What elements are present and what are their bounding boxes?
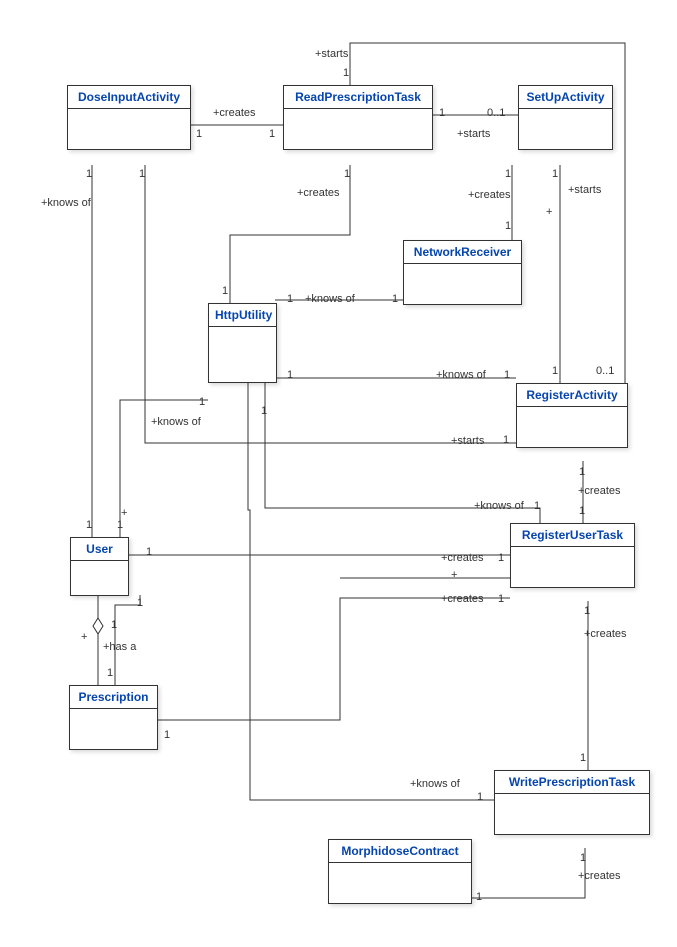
class-title: HttpUtility: [209, 304, 276, 327]
edge-label: +creates: [578, 485, 621, 497]
edge-label: +knows of: [151, 416, 201, 428]
edge-label: 1: [579, 505, 585, 517]
class-readprescriptiontask: ReadPrescriptionTask: [283, 85, 433, 150]
edge-label: 1: [344, 168, 350, 180]
edge-label: +creates: [578, 870, 621, 882]
edge-label: 1: [505, 220, 511, 232]
edge-label: +creates: [441, 552, 484, 564]
edge-label: +knows of: [41, 197, 91, 209]
edge-label: 1: [552, 168, 558, 180]
edge-label: +starts: [568, 184, 601, 196]
edge-label: 1: [392, 293, 398, 305]
class-writeprescriptiontask: WritePrescriptionTask: [494, 770, 650, 835]
edge-label: 1: [439, 107, 445, 119]
class-title: User: [71, 538, 128, 561]
edge-label: 1: [287, 293, 293, 305]
class-title: Prescription: [70, 686, 157, 709]
edge-label: +knows of: [436, 369, 486, 381]
edge-label: 1: [111, 619, 117, 631]
edge-label: 1: [534, 500, 540, 512]
edge-label: 1: [199, 396, 205, 408]
edge-label: +creates: [441, 593, 484, 605]
edge-label: +: [81, 631, 87, 643]
edge-label: +has a: [103, 641, 136, 653]
class-registeractivity: RegisterActivity: [516, 383, 628, 448]
edge-label: 1: [196, 128, 202, 140]
edge-label: +: [451, 569, 457, 581]
edge-label: 1: [498, 593, 504, 605]
edge-label: +creates: [213, 107, 256, 119]
edge-label: 1: [580, 852, 586, 864]
edge-label: +creates: [297, 187, 340, 199]
edge-label: 1: [261, 405, 267, 417]
edge-label: +starts: [451, 435, 484, 447]
edge-label: 1: [580, 752, 586, 764]
class-title: MorphidoseContract: [329, 840, 471, 863]
edge-label: +: [546, 206, 552, 218]
edge-label: 1: [477, 791, 483, 803]
edge-label: 1: [505, 168, 511, 180]
edge-label: 1: [164, 729, 170, 741]
edge-label: 1: [498, 552, 504, 564]
class-doseinputactivity: DoseInputActivity: [67, 85, 191, 150]
class-title: RegisterUserTask: [511, 524, 634, 547]
edge-label: +: [121, 507, 127, 519]
edge-label: 0..1: [487, 107, 505, 119]
edge-label: 1: [117, 519, 123, 531]
edge-label: +knows of: [305, 293, 355, 305]
edge-label: 1: [146, 546, 152, 558]
class-registerusertask: RegisterUserTask: [510, 523, 635, 588]
class-setupactivity: SetUpActivity: [518, 85, 613, 150]
edge-label: +knows of: [474, 500, 524, 512]
edge-label: 1: [503, 434, 509, 446]
class-title: NetworkReceiver: [404, 241, 521, 264]
class-prescription: Prescription: [69, 685, 158, 750]
edge-label: 1: [579, 466, 585, 478]
class-title: WritePrescriptionTask: [495, 771, 649, 794]
class-morphidosecontract: MorphidoseContract: [328, 839, 472, 904]
edge-label: 1: [287, 369, 293, 381]
edge-label: 1: [86, 168, 92, 180]
class-title: RegisterActivity: [517, 384, 627, 407]
edge-label: 1: [137, 597, 143, 609]
edge-label: 1: [86, 519, 92, 531]
edge-label: 1: [269, 128, 275, 140]
edge-label: 1: [222, 285, 228, 297]
class-title: ReadPrescriptionTask: [284, 86, 432, 109]
edge-label: 1: [504, 369, 510, 381]
class-networkreceiver: NetworkReceiver: [403, 240, 522, 305]
class-title: SetUpActivity: [519, 86, 612, 109]
edge-label: +starts: [457, 128, 490, 140]
edge-label: +starts: [315, 48, 348, 60]
edge-label: +knows of: [410, 778, 460, 790]
edge-label: +creates: [468, 189, 511, 201]
edge-label: 1: [584, 605, 590, 617]
class-title: DoseInputActivity: [68, 86, 190, 109]
edge-label: 1: [552, 365, 558, 377]
edge-label: 1: [139, 168, 145, 180]
edge-label: 1: [476, 891, 482, 903]
edge-label: 1: [107, 667, 113, 679]
edge-label: +creates: [584, 628, 627, 640]
edge-label: 1: [343, 67, 349, 79]
edge-label: 0..1: [596, 365, 614, 377]
class-user: User: [70, 537, 129, 596]
class-httputility: HttpUtility: [208, 303, 277, 383]
